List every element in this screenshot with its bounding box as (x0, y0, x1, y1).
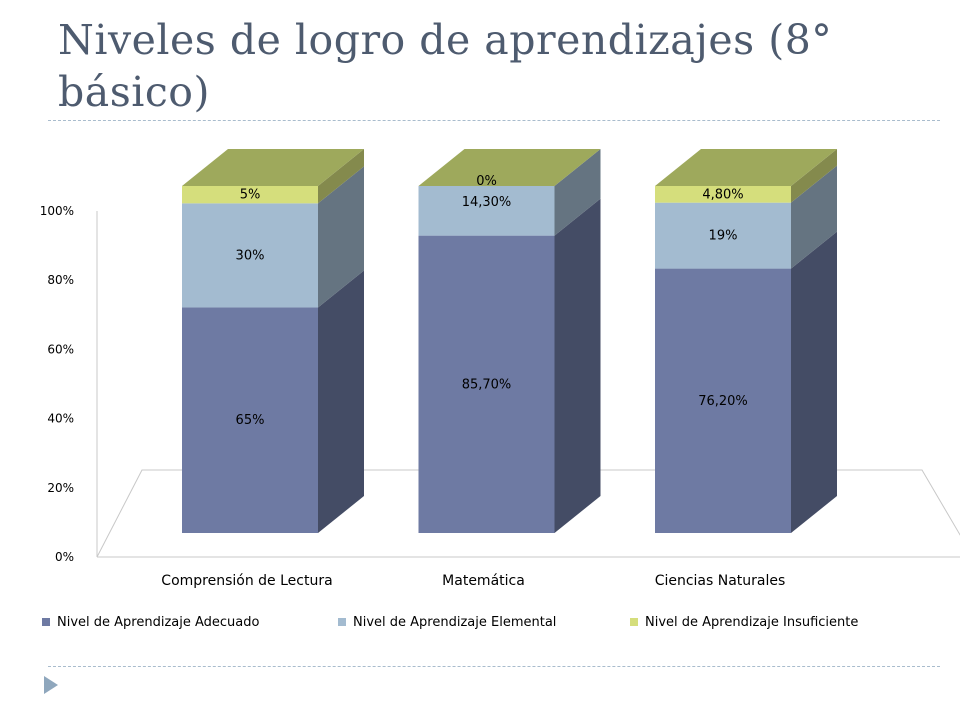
bar-segment-elemental (182, 203, 318, 308)
bar-side-insuficiente (318, 149, 364, 204)
bar-side-adecuado (791, 231, 837, 533)
bar-stack-3: 76,20% 19% 4,80% Ciencias Naturales (655, 149, 837, 589)
chart-legend: Nivel de Aprendizaje Adecuado Nivel de A… (0, 612, 960, 632)
slide-title: Niveles de logro de aprendizajes (8° bás… (58, 16, 833, 116)
title-divider (48, 120, 940, 121)
bar-segment-elemental (655, 202, 791, 269)
bar-top-edge (318, 149, 364, 186)
bar-side-adecuado (318, 270, 364, 533)
stacked-bar-chart: 0% 20% 40% 60% 80% 100% 65% 30% 5% Comprensión de… (40, 149, 960, 589)
data-label: 76,20% (698, 394, 748, 409)
bar-segment-adecuado (418, 235, 555, 533)
bar-segment-insuficiente (655, 186, 791, 203)
bar-side-adecuado (554, 198, 601, 533)
legend-item-insuficiente: Nivel de Aprendizaje Insuficiente (630, 612, 858, 632)
bar-top-edge (791, 149, 837, 186)
data-label: 85,70% (462, 377, 512, 392)
x-category-label: Matemática (442, 573, 525, 589)
legend-swatch-adecuado (42, 618, 50, 626)
chart-floor (96, 469, 960, 558)
bar-segment-elemental (418, 186, 555, 236)
legend-label-insuficiente: Nivel de Aprendizaje Insuficiente (645, 614, 859, 630)
y-axis-ticks: 0% 20% 40% 60% 80% 100% (40, 204, 74, 564)
data-label: 65% (236, 413, 265, 428)
bar-side-elemental (791, 165, 837, 269)
legend-item-elemental: Nivel de Aprendizaje Elemental (338, 612, 556, 632)
legend-swatch-insuficiente (630, 618, 638, 626)
data-label: 0% (476, 174, 497, 189)
bar-segment-adecuado (655, 268, 791, 533)
y-tick-label: 100% (40, 204, 74, 218)
bar-top-face (418, 149, 601, 186)
data-label: 30% (236, 248, 265, 263)
legend-swatch-elemental (338, 618, 346, 626)
bar-stack-1: 65% 30% 5% Comprensión de Lectura (161, 149, 364, 589)
y-tick-label: 40% (47, 412, 74, 426)
bar-side-insuficiente (791, 149, 837, 203)
bar-top-face (182, 149, 364, 186)
data-label: 19% (709, 229, 738, 244)
x-category-label: Ciencias Naturales (655, 573, 786, 589)
bar-top-face (655, 149, 837, 186)
data-label: 4,80% (702, 187, 743, 202)
data-label: 5% (240, 188, 261, 203)
bar-side-elemental (554, 149, 601, 236)
bar-segment-insuficiente (182, 186, 318, 204)
legend-label-adecuado: Nivel de Aprendizaje Adecuado (57, 614, 260, 630)
legend-label-elemental: Nivel de Aprendizaje Elemental (353, 614, 557, 630)
footer-divider (48, 666, 940, 667)
y-tick-label: 60% (47, 342, 74, 356)
data-label: 14,30% (462, 195, 512, 210)
triangle-bullet-icon (44, 676, 58, 694)
x-category-label: Comprensión de Lectura (161, 573, 332, 589)
legend-item-adecuado: Nivel de Aprendizaje Adecuado (42, 612, 259, 632)
bar-side-elemental (318, 166, 364, 308)
bar-segment-adecuado (182, 307, 318, 533)
y-tick-label: 20% (47, 481, 74, 495)
bar-stack-2: 85,70% 14,30% 0% Matemática (418, 149, 601, 589)
bar-top-edge (554, 149, 601, 186)
y-tick-label: 80% (47, 273, 74, 287)
y-tick-label: 0% (55, 550, 74, 564)
